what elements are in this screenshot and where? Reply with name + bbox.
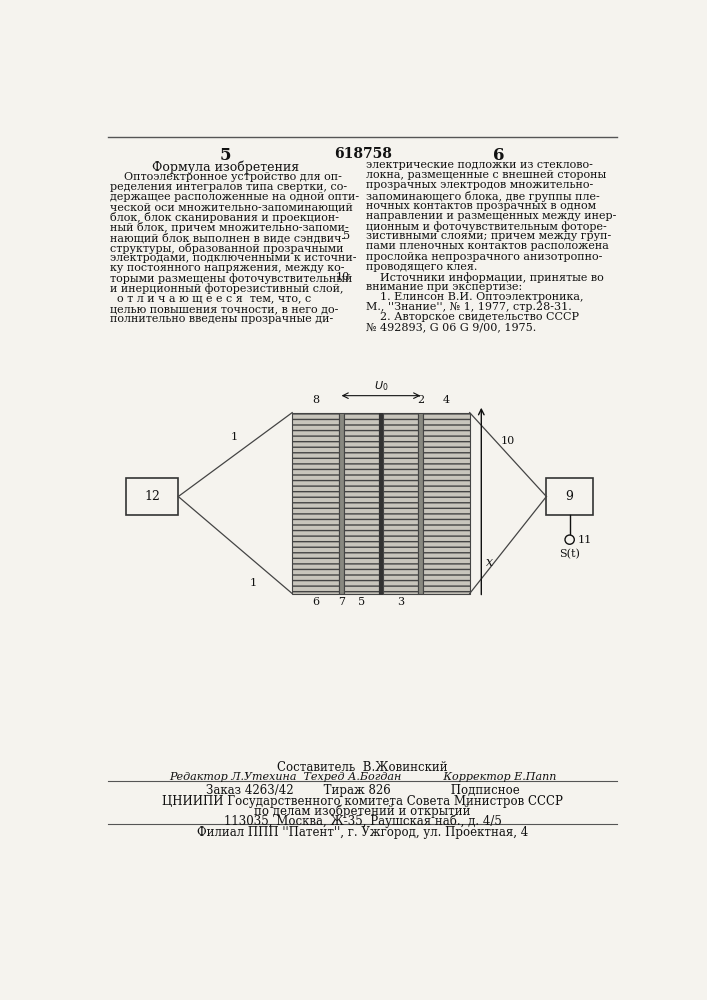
Text: о т л и ч а ю щ е е с я  тем, что, с: о т л и ч а ю щ е е с я тем, что, с — [110, 294, 311, 304]
Text: блок, блок сканирования и проекцион-: блок, блок сканирования и проекцион- — [110, 212, 339, 223]
Text: $U_0$: $U_0$ — [374, 379, 388, 393]
Text: 113035, Москва, Ж-35, Раушская наб., д. 4/5: 113035, Москва, Ж-35, Раушская наб., д. … — [224, 815, 502, 828]
Text: 618758: 618758 — [334, 147, 392, 161]
Text: ределения интегралов типа свертки, со-: ределения интегралов типа свертки, со- — [110, 182, 347, 192]
Text: ЦНИИПИ Государственного комитета Совета Министров СССР: ЦНИИПИ Государственного комитета Совета … — [163, 795, 563, 808]
Text: 11: 11 — [578, 535, 592, 545]
Text: 9: 9 — [566, 490, 573, 503]
Text: 5: 5 — [343, 231, 351, 241]
Bar — [423, 413, 469, 594]
Text: проводящего клея.: проводящего клея. — [366, 262, 477, 272]
Text: электрические подложки из стеклово-: электрические подложки из стеклово- — [366, 160, 592, 170]
Text: 10: 10 — [336, 272, 351, 282]
Text: прозрачных электродов множительно-: прозрачных электродов множительно- — [366, 180, 593, 190]
Text: 1: 1 — [250, 578, 257, 588]
Text: 1. Елинсон В.И. Оптоэлектроника,: 1. Елинсон В.И. Оптоэлектроника, — [366, 292, 583, 302]
Text: полнительно введены прозрачные ди-: полнительно введены прозрачные ди- — [110, 314, 333, 324]
Text: прослойка непрозрачного анизотропно-: прослойка непрозрачного анизотропно- — [366, 252, 602, 262]
Text: внимание при экспертизе:: внимание при экспертизе: — [366, 282, 522, 292]
Text: ночных контактов прозрачных в одном: ночных контактов прозрачных в одном — [366, 201, 596, 211]
Text: 12: 12 — [144, 490, 160, 503]
Text: ческой оси множительно-запоминающий: ческой оси множительно-запоминающий — [110, 202, 353, 212]
Text: по делам изобретений и открытий: по делам изобретений и открытий — [255, 805, 471, 818]
Text: 6: 6 — [493, 147, 505, 164]
Bar — [383, 413, 418, 594]
Text: Филиал ППП ''Патент'', г. Ужгород, ул. Проектная, 4: Филиал ППП ''Патент'', г. Ужгород, ул. П… — [197, 826, 528, 839]
Text: 5: 5 — [220, 147, 231, 164]
Bar — [339, 413, 344, 594]
Text: М., ''Знание'', № 1, 1977, стр.28-31.: М., ''Знание'', № 1, 1977, стр.28-31. — [366, 302, 571, 312]
Text: нающий блок выполнен в виде сэндвич-: нающий блок выполнен в виде сэндвич- — [110, 233, 345, 243]
Bar — [418, 413, 423, 594]
Text: x: x — [486, 556, 493, 569]
Text: электродами, подключенными к источни-: электродами, подключенными к источни- — [110, 253, 356, 263]
Text: 2: 2 — [417, 395, 424, 405]
Text: Заказ 4263/42        Тираж 826                Подписное: Заказ 4263/42 Тираж 826 Подписное — [206, 784, 520, 797]
Text: 8: 8 — [312, 395, 319, 405]
Text: 3: 3 — [397, 597, 404, 607]
Text: пами пленочных контактов расположена: пами пленочных контактов расположена — [366, 241, 609, 251]
Text: № 492893, G 06 G 9/00, 1975.: № 492893, G 06 G 9/00, 1975. — [366, 323, 536, 333]
Text: Оптоэлектронное устройство для оп-: Оптоэлектронное устройство для оп- — [110, 172, 342, 182]
Text: локна, размещенные с внешней стороны: локна, размещенные с внешней стороны — [366, 170, 606, 180]
Bar — [126, 478, 178, 515]
Text: 5: 5 — [358, 597, 365, 607]
Text: торыми размещены фоточувствительный: торыми размещены фоточувствительный — [110, 273, 353, 284]
Text: 10: 10 — [501, 436, 515, 446]
Text: S(t): S(t) — [559, 549, 580, 559]
Bar — [379, 413, 383, 594]
Text: ционным и фоточувствительным фоторе-: ционным и фоточувствительным фоторе- — [366, 221, 607, 232]
Text: структуры, образованной прозрачными: структуры, образованной прозрачными — [110, 243, 344, 254]
Text: 2. Авторское свидетельство СССР: 2. Авторское свидетельство СССР — [366, 312, 579, 322]
Bar — [547, 478, 593, 515]
Text: 1: 1 — [230, 432, 238, 442]
Text: и инерционный фоторезистивный слой,: и инерционный фоторезистивный слой, — [110, 283, 344, 294]
Bar — [344, 413, 379, 594]
Text: Редактор Л.Утехина  Техред А.Богдан            Корректор Е.Папп: Редактор Л.Утехина Техред А.Богдан Корре… — [169, 772, 556, 782]
Text: Составитель  В.Жовинский: Составитель В.Жовинский — [277, 761, 448, 774]
Text: направлении и размещенных между инер-: направлении и размещенных между инер- — [366, 211, 617, 221]
Text: 7: 7 — [338, 597, 345, 607]
Text: Формула изобретения: Формула изобретения — [152, 160, 299, 174]
Text: ку постоянного напряжения, между ко-: ку постоянного напряжения, между ко- — [110, 263, 344, 273]
Text: зистивными слоями; причем между груп-: зистивными слоями; причем между груп- — [366, 231, 611, 241]
Text: Источники информации, принятые во: Источники информации, принятые во — [366, 272, 604, 283]
Text: целью повышения точности, в него до-: целью повышения точности, в него до- — [110, 304, 339, 314]
Text: 4: 4 — [443, 395, 450, 405]
Text: ный блок, причем множительно-запоми-: ный блок, причем множительно-запоми- — [110, 222, 349, 233]
Text: 6: 6 — [312, 597, 319, 607]
Text: держащее расположенные на одной опти-: держащее расположенные на одной опти- — [110, 192, 359, 202]
Text: запоминающего блока, две группы пле-: запоминающего блока, две группы пле- — [366, 191, 600, 202]
Bar — [292, 413, 339, 594]
